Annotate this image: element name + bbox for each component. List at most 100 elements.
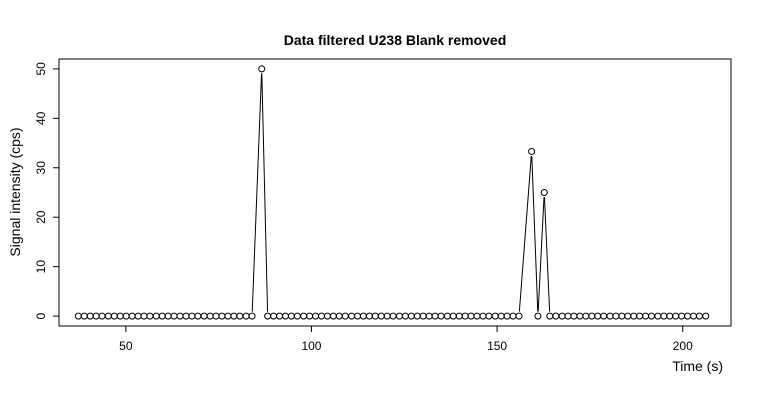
data-point — [306, 312, 314, 320]
data-point — [200, 312, 208, 320]
x-tick-label: 150 — [487, 339, 507, 353]
data-point — [242, 312, 250, 320]
data-point — [354, 312, 362, 320]
data-point — [648, 312, 656, 320]
data-point — [684, 312, 692, 320]
data-point — [401, 312, 409, 320]
data-point — [230, 312, 238, 320]
data-point — [212, 312, 220, 320]
y-axis-label: Signal intensity (cps) — [7, 127, 23, 256]
data-point — [503, 312, 511, 320]
data-point — [576, 312, 584, 320]
data-point — [116, 312, 124, 320]
data-point — [194, 312, 202, 320]
data-point — [449, 312, 457, 320]
data-point — [312, 312, 320, 320]
data-point — [509, 312, 517, 320]
data-point — [152, 312, 160, 320]
data-point — [612, 312, 620, 320]
data-point — [636, 312, 644, 320]
data-point — [270, 312, 278, 320]
data-point — [528, 147, 536, 155]
series-line-segment — [251, 73, 263, 312]
data-point — [395, 312, 403, 320]
data-point — [582, 312, 590, 320]
data-point — [74, 312, 82, 320]
data-point — [281, 312, 289, 320]
x-axis: 50 100 150 200 — [119, 326, 693, 353]
data-point — [672, 312, 680, 320]
data-point — [467, 312, 475, 320]
data-point — [300, 312, 308, 320]
data-point — [678, 312, 686, 320]
data-point — [558, 312, 566, 320]
data-point — [258, 65, 266, 73]
data-point — [236, 312, 244, 320]
data-point — [564, 312, 572, 320]
data-point — [702, 312, 710, 320]
data-point — [654, 312, 662, 320]
data-point — [176, 312, 184, 320]
data-point — [540, 189, 548, 196]
series-line-segment — [261, 73, 269, 312]
x-tick-label: 200 — [673, 339, 693, 353]
data-point — [371, 312, 379, 320]
series-layer — [74, 65, 710, 320]
data-point — [600, 312, 608, 320]
data-point — [461, 312, 469, 320]
data-point — [479, 312, 487, 320]
x-axis-label: Time (s) — [672, 358, 723, 374]
series-line-segment — [537, 196, 545, 312]
data-point — [431, 312, 439, 320]
data-point — [497, 312, 505, 320]
data-point — [618, 312, 626, 320]
data-point — [206, 312, 214, 320]
data-point — [546, 312, 554, 320]
x-tick-label: 100 — [301, 339, 321, 353]
data-point — [224, 312, 232, 320]
data-point — [570, 312, 578, 320]
data-point — [80, 312, 88, 320]
data-point — [122, 312, 130, 320]
data-point — [359, 312, 367, 320]
data-point — [413, 312, 421, 320]
y-tick-label: 30 — [34, 161, 48, 175]
data-point — [624, 312, 632, 320]
data-point — [170, 312, 178, 320]
data-point — [389, 312, 397, 320]
y-tick-label: 10 — [34, 260, 48, 274]
data-point — [660, 312, 668, 320]
y-tick-label: 50 — [34, 62, 48, 76]
series-line-segment — [518, 155, 532, 312]
data-point — [110, 312, 118, 320]
data-point — [287, 312, 295, 320]
y-tick-label: 20 — [34, 210, 48, 224]
data-point — [140, 312, 148, 320]
data-point — [690, 312, 698, 320]
data-point — [606, 312, 614, 320]
data-point — [341, 312, 349, 320]
chart-title: Data filtered U238 Blank removed — [284, 32, 507, 48]
data-point — [182, 312, 190, 320]
data-point — [317, 312, 325, 320]
data-point — [425, 312, 433, 320]
data-point — [348, 312, 356, 320]
series-line-segment — [543, 196, 551, 312]
data-point — [419, 312, 427, 320]
data-point — [218, 312, 226, 320]
data-point — [158, 312, 166, 320]
data-point — [485, 312, 493, 320]
data-point — [437, 312, 445, 320]
data-point — [695, 312, 703, 320]
data-point — [329, 312, 337, 320]
data-point — [455, 312, 463, 320]
data-point — [588, 312, 596, 320]
y-tick-label: 40 — [34, 111, 48, 125]
data-point — [98, 312, 106, 320]
data-point — [92, 312, 100, 320]
data-point — [594, 312, 602, 320]
data-point — [293, 312, 301, 320]
data-point — [491, 312, 499, 320]
data-point — [443, 312, 451, 320]
